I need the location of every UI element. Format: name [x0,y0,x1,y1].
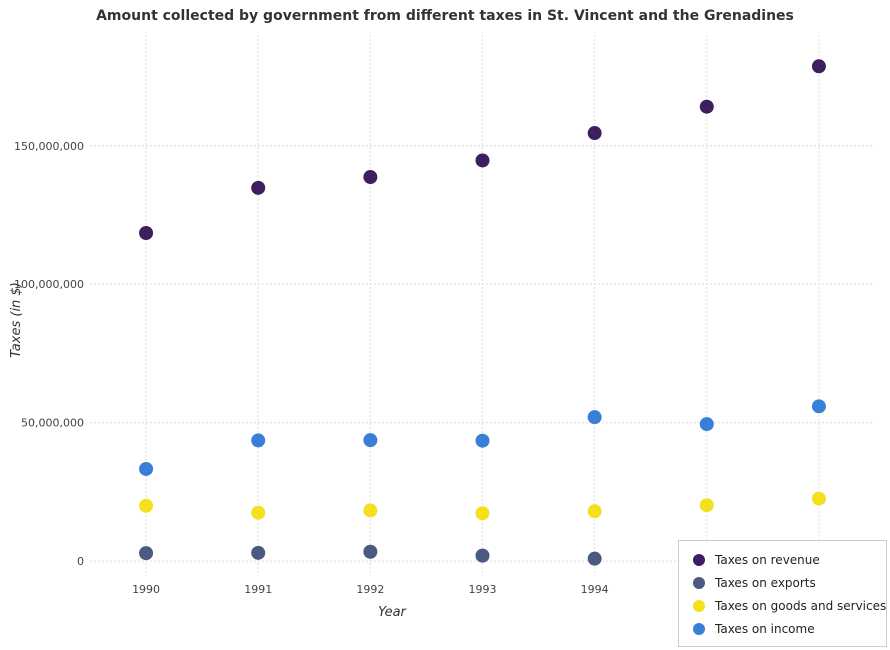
legend-marker-goods [693,600,705,612]
data-point-series-2 [587,504,602,519]
x-tick-label: 1992 [356,583,384,596]
legend-item-income: Taxes on income [693,622,815,636]
legend-item-goods: Taxes on goods and services [693,599,886,613]
data-point-series-2 [139,498,154,513]
chart-title: Amount collected by government from diff… [96,8,794,24]
data-point-series-0 [363,170,378,185]
data-point-series-0 [587,126,602,141]
data-point-series-0 [475,153,490,168]
legend-marker-revenue [693,554,705,566]
data-point-series-3 [587,410,602,425]
legend-label-revenue: Taxes on revenue [715,553,820,567]
data-point-series-2 [363,503,378,518]
data-point-series-3 [139,461,154,476]
data-point-series-1 [587,551,602,566]
data-point-series-2 [811,491,826,506]
y-axis-label: Taxes (in $) [9,282,24,358]
data-points [139,59,826,567]
data-point-series-3 [475,433,490,448]
data-point-series-0 [139,226,154,240]
data-point-series-3 [251,433,266,448]
data-point-series-0 [251,180,266,195]
x-axis-label: Year [378,605,407,620]
legend-item-exports: Taxes on exports [693,576,816,590]
data-point-series-0 [811,59,826,74]
legend-marker-exports [693,577,705,589]
y-tick-label: 100,000,000 [14,278,84,291]
data-point-series-0 [699,99,714,114]
data-point-series-2 [475,506,490,521]
legend-item-revenue: Taxes on revenue [693,553,820,567]
legend-label-income: Taxes on income [715,622,815,636]
data-point-series-2 [699,498,714,513]
data-point-series-3 [363,433,378,448]
x-tick-label: 1994 [581,583,609,596]
data-point-series-1 [475,548,490,563]
data-point-series-1 [139,546,154,561]
legend: Taxes on revenue Taxes on exports Taxes … [678,540,887,647]
x-tick-label: 1993 [469,583,497,596]
x-tick-label: 1990 [132,583,160,596]
legend-label-exports: Taxes on exports [715,576,816,590]
y-tick-label: 50,000,000 [21,417,84,430]
data-point-series-3 [699,417,714,432]
gridlines [90,35,875,575]
data-point-series-1 [251,545,266,560]
legend-label-goods: Taxes on goods and services [715,599,887,613]
data-point-series-3 [811,399,826,414]
data-point-series-2 [251,505,266,520]
data-point-series-1 [363,544,378,559]
y-tick-label: 150,000,000 [14,140,84,153]
legend-marker-income [693,623,705,635]
x-tick-label: 1991 [244,583,272,596]
y-tick-label: 0 [77,555,84,568]
